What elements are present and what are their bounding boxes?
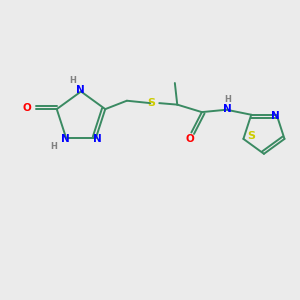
Text: S: S [247, 131, 255, 142]
Text: O: O [185, 134, 194, 144]
Text: O: O [23, 103, 32, 112]
Text: N: N [61, 134, 70, 144]
Text: H: H [50, 142, 57, 151]
Text: N: N [223, 104, 232, 114]
Text: N: N [92, 134, 101, 144]
Text: H: H [224, 95, 231, 104]
Text: S: S [147, 98, 155, 107]
Text: H: H [69, 76, 76, 85]
Text: N: N [272, 111, 280, 121]
Text: N: N [76, 85, 85, 95]
